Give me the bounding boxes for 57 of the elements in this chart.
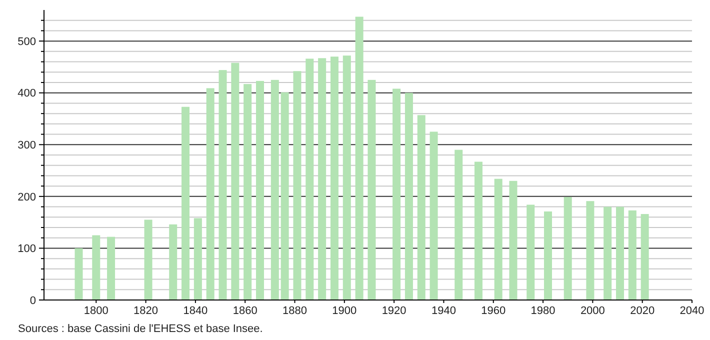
bar [218,70,227,300]
x-tick-label: 1800 [84,305,108,317]
bar [564,196,572,300]
bar [169,224,178,300]
bar [586,201,594,300]
bar [206,88,214,300]
bar [144,220,152,300]
y-tick-label: 400 [18,88,36,100]
bar [293,71,302,300]
x-tick-label: 1840 [183,305,208,317]
bar [628,210,636,300]
bar [231,62,240,300]
bar [526,204,535,300]
source-note: Sources : base Cassini de l'EHESS et base Insee. [18,323,263,335]
bar [355,16,364,300]
x-tick-label: 2040 [680,305,704,317]
x-tick-label: 1860 [232,305,258,317]
bar [306,58,314,300]
x-tick-label: 2000 [580,305,605,317]
bar [404,92,413,300]
y-tick-label: 300 [18,139,36,152]
bar [544,211,552,300]
bar [509,180,518,300]
bar [430,132,438,300]
bar [392,88,401,300]
bar [244,84,252,300]
y-tick-label: 0 [30,294,36,307]
y-tick-label: 500 [18,36,36,48]
bar [256,80,264,300]
bar [280,92,289,300]
x-tick-label: 1940 [431,305,456,317]
x-tick-label: 1980 [530,305,556,317]
x-tick-label: 1880 [282,305,307,317]
bar [318,58,326,300]
bar [342,56,351,300]
bar [417,115,426,300]
bar [270,80,279,300]
x-tick-label: 1920 [382,305,406,317]
bar [107,236,116,300]
x-tick-label: 2020 [630,305,655,317]
bar [92,235,100,300]
y-tick-label: 200 [18,191,36,204]
bar [616,206,624,300]
bar [74,248,83,300]
bar [494,178,502,300]
bar [368,80,376,300]
bar [640,214,649,300]
bar [194,218,202,300]
x-tick-label: 1820 [134,305,158,317]
x-tick-label: 1960 [481,305,506,317]
bar [330,56,338,300]
x-tick-label: 1900 [332,305,357,317]
bar [182,106,190,300]
bar [604,206,612,300]
bar [474,162,482,300]
bar [454,150,463,300]
y-tick-label: 100 [18,243,36,256]
